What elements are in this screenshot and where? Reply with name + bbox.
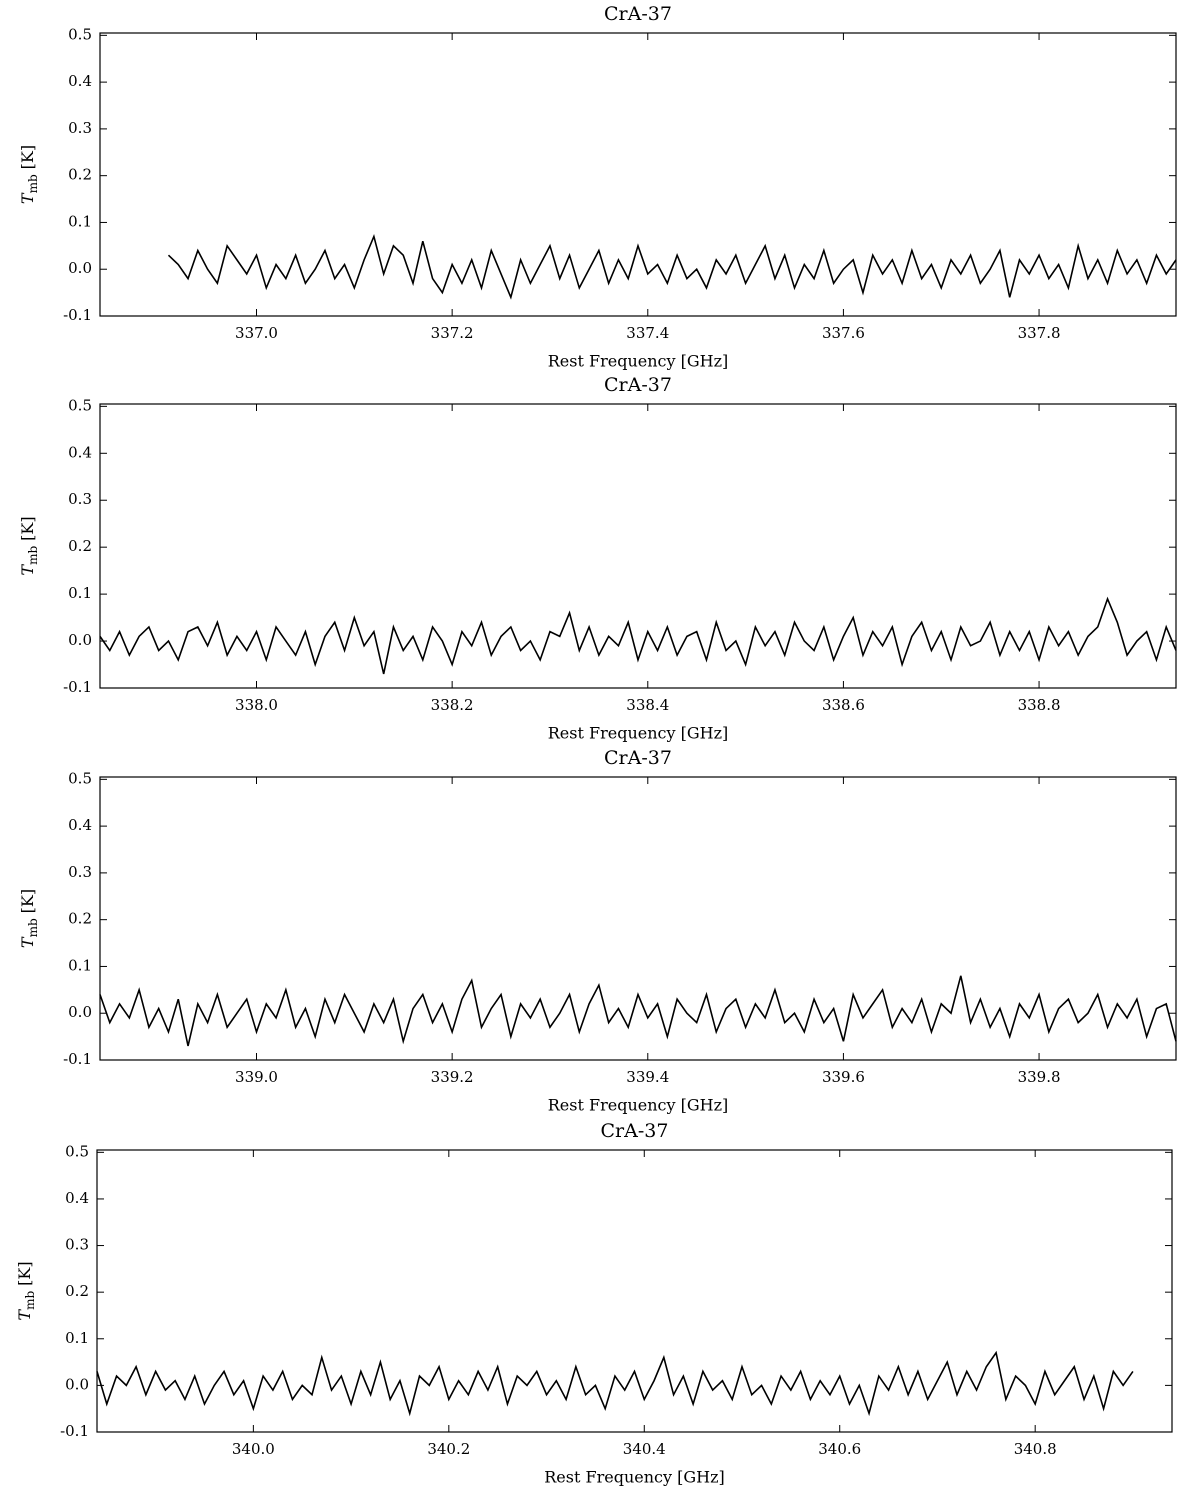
y-label-subscript: mb [23, 1291, 37, 1310]
x-tick-label: 337.8 [1018, 324, 1061, 342]
y-label-symbol: T [18, 564, 37, 576]
y-axis-label: Tmb [K] [18, 889, 40, 948]
x-tick-label: 338.0 [235, 696, 278, 714]
x-tick-label: 337.6 [822, 324, 865, 342]
y-tick-label: 0.3 [65, 1236, 89, 1254]
y-label-symbol: T [18, 192, 37, 204]
x-axis-label: Rest Frequency [GHz] [548, 724, 729, 743]
x-tick-label: 340.4 [623, 1440, 666, 1458]
y-tick-label: 0.5 [68, 769, 92, 787]
y-tick-label: 0.2 [68, 910, 92, 928]
x-tick-label: 338.2 [431, 696, 474, 714]
x-axis-label: Rest Frequency [GHz] [548, 352, 729, 371]
y-tick-label: -0.1 [60, 1422, 89, 1440]
x-tick-label: 337.4 [626, 324, 669, 342]
y-label-unit: [K] [18, 516, 37, 540]
plot-frame [96, 1149, 1173, 1433]
y-label-unit: [K] [18, 145, 37, 169]
x-tick-label: 339.2 [431, 1068, 474, 1086]
x-tick-label: 339.4 [626, 1068, 669, 1086]
y-tick-label: 0.1 [68, 584, 92, 602]
spectrum-line [99, 596, 1177, 675]
x-tick-label: 339.8 [1018, 1068, 1061, 1086]
panel: CrA-37 -0.1 0.0 0.1 0.2 0.3 0.4 0.5 340.0 340.2 34… [15, 1120, 1173, 1487]
y-tick-label: 0.1 [65, 1329, 89, 1347]
y-tick-label: 0.4 [68, 816, 92, 834]
y-tick-label: 0.3 [68, 119, 92, 137]
x-tick-label: 340.2 [427, 1440, 470, 1458]
y-label-unit: [K] [15, 1261, 34, 1285]
spectrum-line [96, 1350, 1134, 1417]
y-tick-label: 0.1 [68, 956, 92, 974]
y-axis-label: Tmb [K] [18, 516, 40, 575]
y-tick-label: 0.5 [68, 25, 92, 43]
y-tick-label: 0.2 [68, 537, 92, 555]
y-axis-label: Tmb [K] [15, 1261, 37, 1320]
y-tick-label: 0.4 [68, 72, 92, 90]
y-tick-label: 0.3 [68, 490, 92, 508]
y-label-subscript: mb [26, 174, 40, 193]
spectrum-line [167, 233, 1177, 300]
y-label-subscript: mb [26, 918, 40, 937]
x-tick-label: 338.6 [822, 696, 865, 714]
panel: CrA-37 -0.1 0.0 0.1 0.2 0.3 0.4 0.5 337.0 337.2 33… [18, 3, 1177, 371]
x-tick-label: 337.0 [235, 324, 278, 342]
y-label-subscript: mb [26, 546, 40, 565]
y-tick-label: -0.1 [63, 306, 92, 324]
y-label-symbol: T [18, 936, 37, 948]
y-tick-label: 0.0 [68, 631, 92, 649]
x-axis-label: Rest Frequency [GHz] [548, 1096, 729, 1115]
panel: CrA-37 -0.1 0.0 0.1 0.2 0.3 0.4 0.5 339.0 339.2 33… [18, 747, 1177, 1115]
x-tick-label: 337.2 [431, 324, 474, 342]
y-tick-label: 0.0 [68, 1003, 92, 1021]
plot-frame [99, 403, 1177, 689]
spectrum-line [99, 975, 1177, 1047]
x-tick-label: 338.4 [626, 696, 669, 714]
y-label-unit: [K] [18, 889, 37, 913]
y-tick-label: -0.1 [63, 1050, 92, 1068]
y-tick-label: 0.4 [65, 1189, 89, 1207]
x-tick-label: 339.6 [822, 1068, 865, 1086]
plot-frame [99, 32, 1177, 317]
y-axis-label: Tmb [K] [18, 145, 40, 204]
y-tick-label: 0.3 [68, 863, 92, 881]
chart-title: CrA-37 [601, 1120, 669, 1142]
x-tick-label: 340.0 [232, 1440, 275, 1458]
x-axis-label: Rest Frequency [GHz] [544, 1468, 725, 1487]
y-tick-label: 0.5 [65, 1142, 89, 1160]
chart-title: CrA-37 [604, 747, 672, 769]
y-tick-label: 0.2 [65, 1282, 89, 1300]
x-tick-label: 340.8 [1014, 1440, 1057, 1458]
y-tick-label: 0.0 [68, 259, 92, 277]
y-tick-label: 0.1 [68, 212, 92, 230]
y-tick-label: 0.5 [68, 396, 92, 414]
panel: CrA-37 -0.1 0.0 0.1 0.2 0.3 0.4 0.5 338.0 338.2 33… [18, 374, 1177, 743]
chart-title: CrA-37 [604, 374, 672, 396]
x-tick-label: 338.8 [1018, 696, 1061, 714]
y-tick-label: 0.2 [68, 166, 92, 184]
y-tick-label: -0.1 [63, 678, 92, 696]
x-tick-label: 340.6 [818, 1440, 861, 1458]
plot-frame [99, 776, 1177, 1061]
y-tick-label: 0.0 [65, 1375, 89, 1393]
x-tick-label: 339.0 [235, 1068, 278, 1086]
chart-title: CrA-37 [604, 3, 672, 25]
y-tick-label: 0.4 [68, 443, 92, 461]
y-label-symbol: T [15, 1309, 34, 1321]
